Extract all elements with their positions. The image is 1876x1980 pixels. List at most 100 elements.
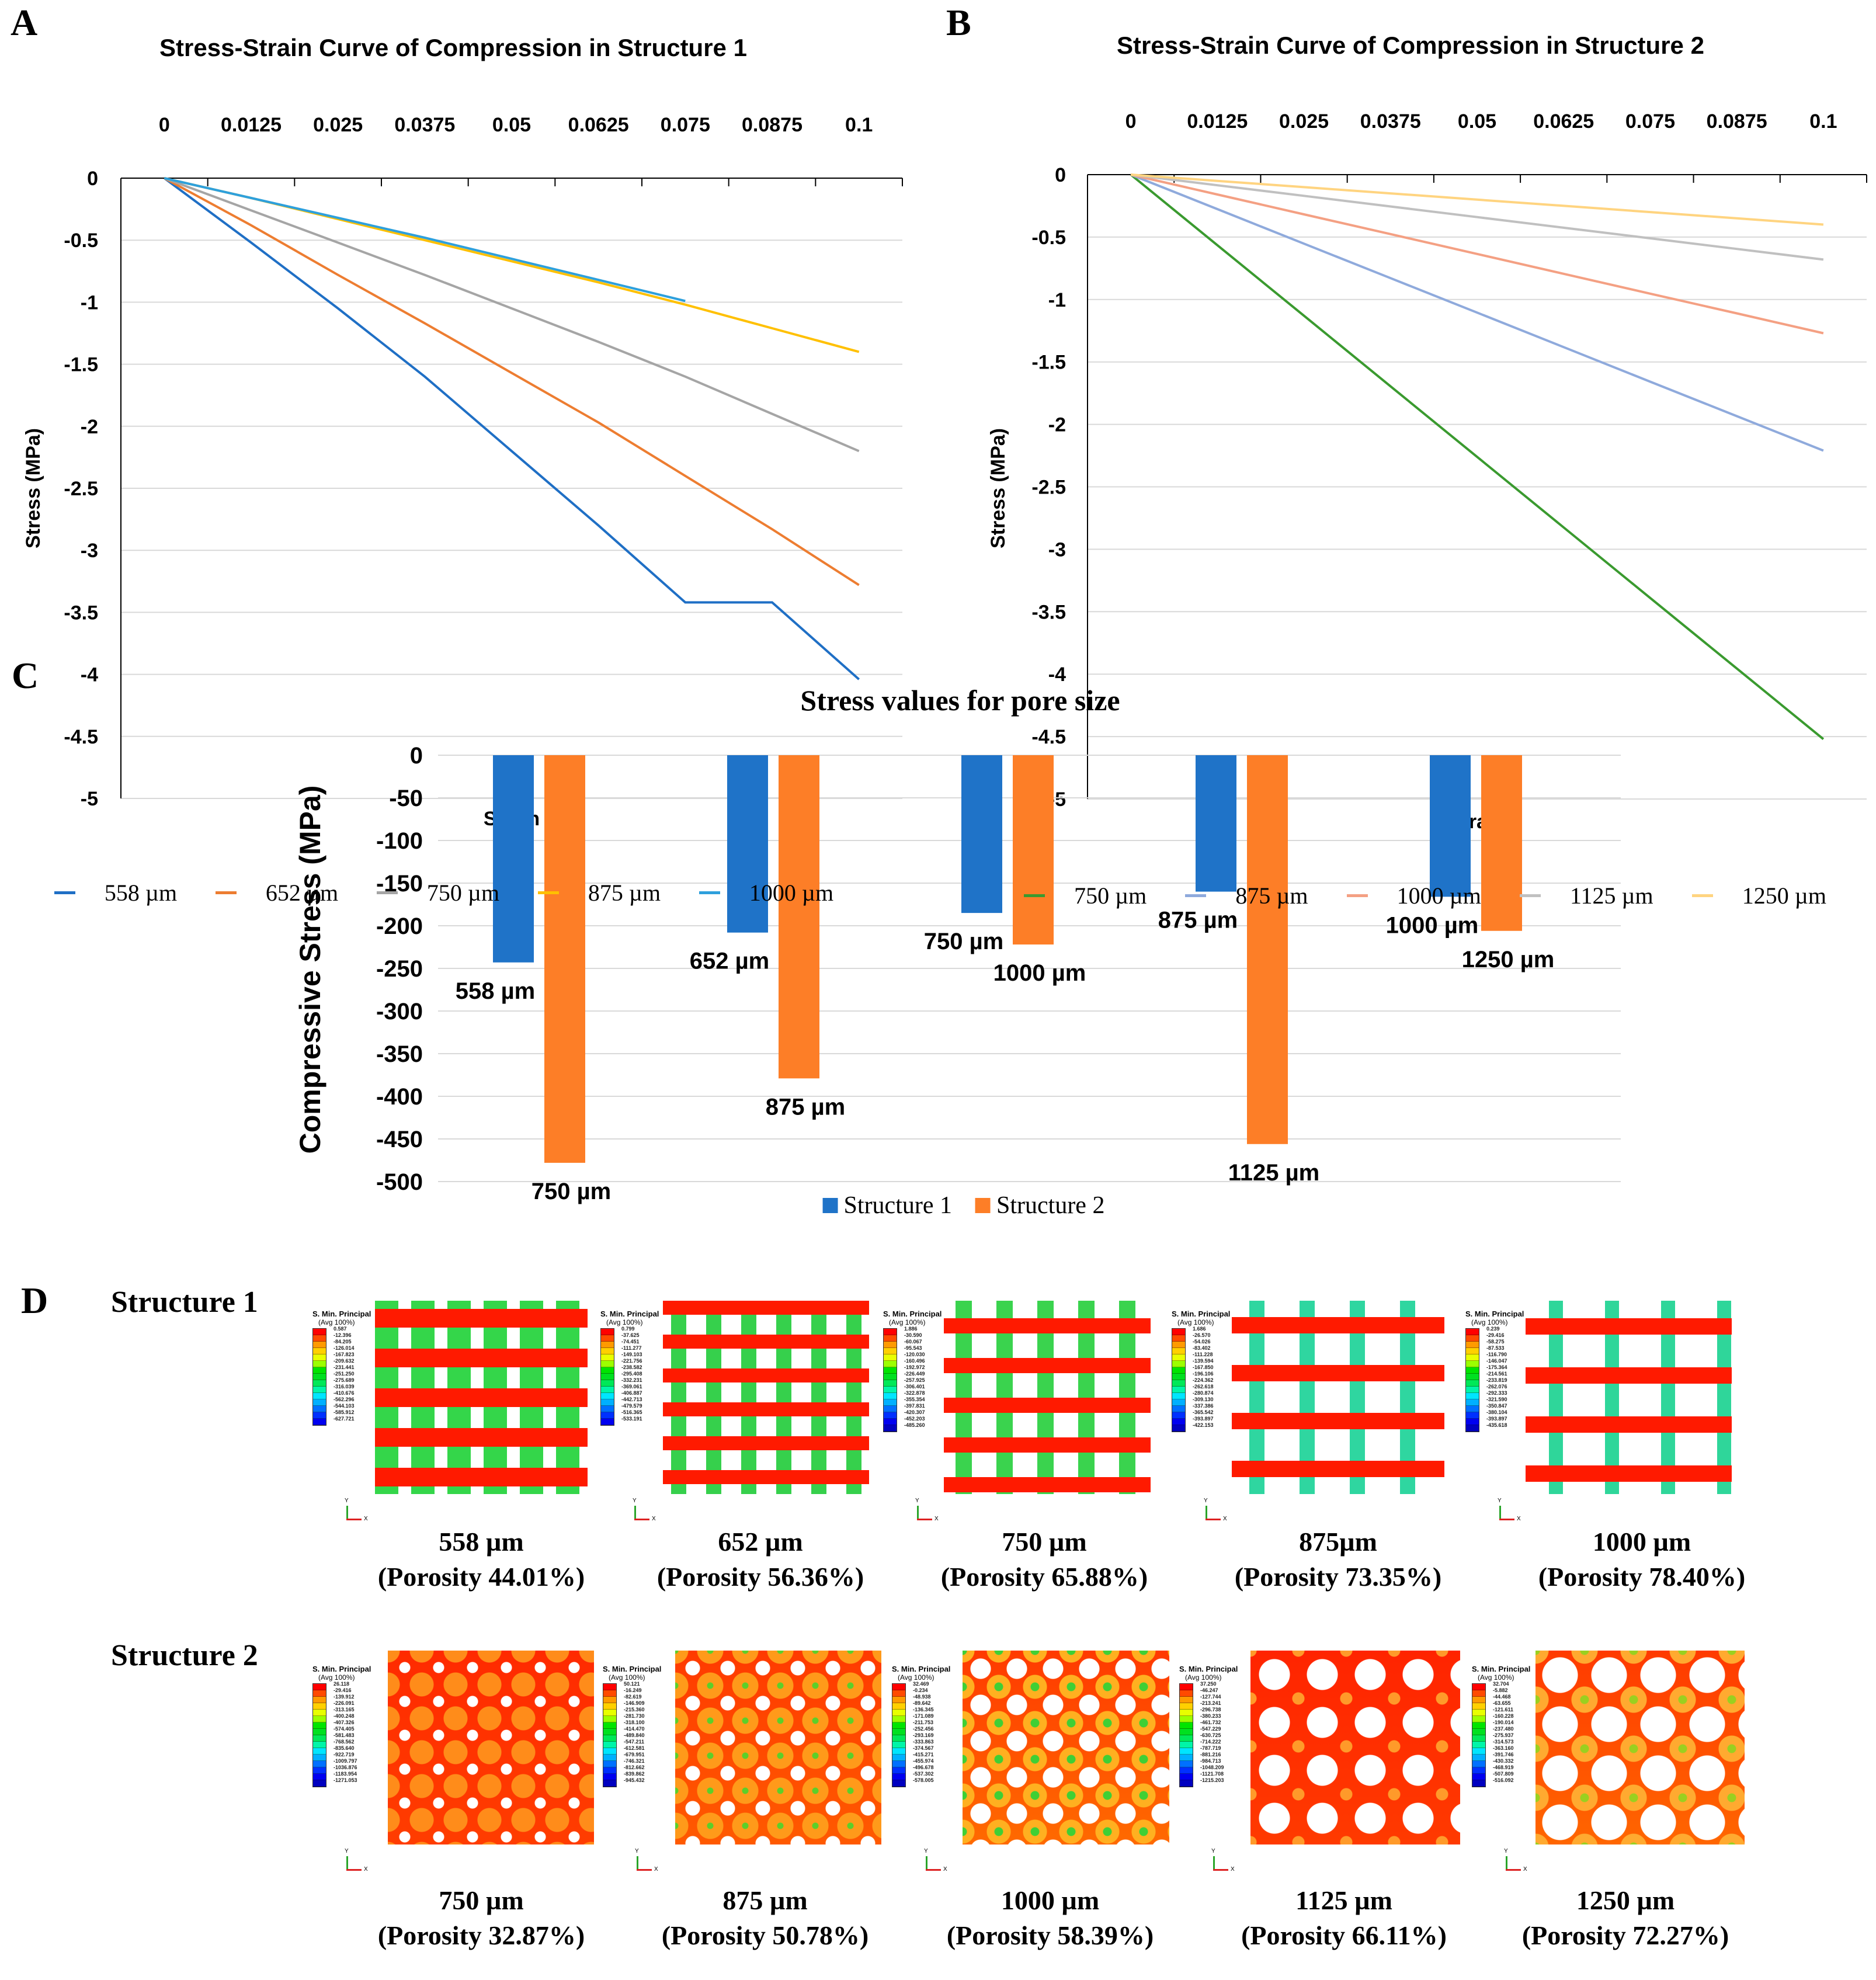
chart-b: 0-0.5-1-1.5-2-2.5-3-3.5-4-4.5-50 0.0125 0.… <box>987 110 1867 833</box>
color-scale-value: -139.594 <box>1193 1358 1214 1364</box>
color-scale-cell <box>1466 1354 1479 1361</box>
color-scale-cell <box>603 1755 616 1761</box>
x-tick-label: 0.0625 <box>1533 110 1594 133</box>
color-scale-values: 1.686 -26.570 -54.026 -83.402 -111.228 -139.5… <box>1186 1326 1214 1432</box>
x-axis-arrow <box>917 1519 932 1520</box>
pore-size-label: 1250 µm <box>1576 1885 1675 1915</box>
series-line-652um <box>164 177 860 586</box>
color-scale-cell <box>884 1380 897 1387</box>
y-tick-label: -200 <box>376 913 423 939</box>
y-axis-arrow <box>1506 1856 1507 1870</box>
color-scale-value: -489.840 <box>624 1732 645 1738</box>
color-scale-cell <box>1472 1767 1485 1774</box>
color-scale-value: 1.686 <box>1193 1326 1206 1332</box>
triad-y-label: Y <box>1498 1498 1502 1504</box>
color-scale-cell <box>892 1684 905 1690</box>
color-scale-value: -190.014 <box>1493 1720 1514 1725</box>
porosity-label: (Porosity 65.88%) <box>940 1562 1148 1592</box>
color-scale-value: -26.570 <box>1193 1332 1211 1338</box>
stress-legend: S. Min. Principal (Avg 100%) 0.239 -29.416-… <box>1465 1309 1547 1432</box>
color-scale-bar <box>1465 1328 1479 1432</box>
color-scale-cell <box>884 1425 897 1432</box>
color-scale-cell <box>884 1387 897 1393</box>
color-scale-cell <box>601 1367 614 1374</box>
bar-structure-1 <box>961 755 1002 913</box>
x-tick-label: 0 <box>159 114 170 136</box>
chart-b-title: Stress-Strain Curve of Compression in St… <box>1117 32 1704 59</box>
color-scale-cell <box>1466 1374 1479 1380</box>
color-scale-cell <box>313 1374 326 1380</box>
color-scale-cell <box>603 1767 616 1774</box>
color-scale-cell <box>601 1342 614 1348</box>
color-scale-cell <box>313 1399 326 1406</box>
color-scale-bar <box>312 1328 326 1426</box>
color-scale-value: -812.662 <box>624 1764 645 1770</box>
color-scale-value: -533.191 <box>621 1416 642 1422</box>
color-scale-value: -1121.708 <box>1200 1771 1224 1777</box>
color-scale-value: -1048.209 <box>1200 1764 1224 1770</box>
color-scale-value: -167.850 <box>1193 1364 1214 1370</box>
color-scale-cell <box>1172 1393 1185 1399</box>
color-scale-value: -63.655 <box>1493 1700 1511 1706</box>
color-scale-cell <box>1466 1335 1479 1342</box>
color-scale-cell <box>1472 1761 1485 1767</box>
color-scale-cell <box>1172 1367 1185 1374</box>
color-scale-cell <box>601 1335 614 1342</box>
y-axis-arrow <box>1499 1506 1501 1520</box>
color-scale-value: -414.470 <box>624 1726 645 1732</box>
x-tick-label: 0.05 <box>492 114 531 136</box>
triad-x-label: X <box>934 1516 939 1522</box>
color-scale-cell <box>1472 1703 1485 1710</box>
porosity-label: (Porosity 44.01%) <box>377 1562 585 1592</box>
y-tick-label: -400 <box>376 1084 423 1110</box>
color-scale-cell <box>884 1354 897 1361</box>
triad-y-label: Y <box>1504 1848 1508 1854</box>
color-scale-value: -252.456 <box>913 1726 934 1732</box>
panel-caption: 558 µm (Porosity 44.01%) <box>378 1524 585 1595</box>
charts-canvas: 0-0.5-1-1.5-2-2.5-3-3.5-4-4.5-50 0.0125 0.… <box>22 110 1867 1204</box>
color-scale-value: -578.005 <box>913 1777 934 1783</box>
color-scale-cell <box>1472 1774 1485 1780</box>
color-scale-value: -139.912 <box>333 1694 355 1700</box>
color-scale-cell <box>603 1690 616 1697</box>
color-scale-values: 37.250 -46.247 -127.744 -213.241 -296.738 -38… <box>1193 1681 1224 1787</box>
color-scale-value: -452.203 <box>904 1416 925 1422</box>
stress-legend-subtitle: (Avg 100%) <box>898 1673 934 1682</box>
color-scale-cell <box>1172 1406 1185 1412</box>
pore-size-label: 652 µm <box>718 1527 803 1557</box>
color-scale-cell <box>601 1361 614 1367</box>
color-scale-value: -309.130 <box>1193 1397 1214 1402</box>
color-scale-cell <box>892 1767 905 1774</box>
porosity-label: (Porosity 72.27%) <box>1521 1920 1729 1950</box>
color-scale-cell <box>1472 1729 1485 1735</box>
color-scale-value: -768.562 <box>333 1739 355 1745</box>
color-scale-value: -1183.954 <box>333 1771 357 1777</box>
color-scale-value: -251.250 <box>333 1371 355 1377</box>
color-scale-cell <box>313 1361 326 1367</box>
stress-legend-title: S. Min. Principal <box>603 1665 662 1673</box>
color-scale-value: -12.396 <box>333 1332 352 1338</box>
bar-data-label: 875 µm <box>766 1094 845 1120</box>
stress-legend-body: 50.121 -16.249 -82.619 -146.909 -215.360 -281… <box>603 1681 685 1787</box>
color-scale-cell <box>601 1406 614 1412</box>
color-scale-cell <box>1472 1735 1485 1742</box>
stress-legend-title: S. Min. Principal <box>600 1309 659 1318</box>
color-scale-cell <box>603 1716 616 1722</box>
color-scale-cell <box>1180 1761 1193 1767</box>
color-scale-cell <box>1472 1742 1485 1748</box>
color-scale-cell <box>603 1697 616 1703</box>
stress-legend: S. Min. Principal (Avg 100%) 0.799 -37.625-… <box>600 1309 682 1426</box>
series-line-1250um <box>1130 173 1824 226</box>
color-scale-value: 32.704 <box>1493 1681 1509 1687</box>
stress-contour-image <box>1526 1301 1732 1494</box>
y-tick-label: -2 <box>81 416 98 438</box>
x-axis-arrow <box>637 1869 652 1871</box>
color-scale-value: -149.103 <box>621 1352 642 1357</box>
y-tick-label: -4.5 <box>1031 726 1066 748</box>
color-scale-values: 0.239 -29.416 -58.275 -87.533 -116.790 -146.0… <box>1479 1326 1507 1432</box>
stress-legend-body: 0.587 -12.396 -84.205 -126.014 -167.823 -209.… <box>312 1326 394 1426</box>
color-scale-cell <box>313 1387 326 1393</box>
